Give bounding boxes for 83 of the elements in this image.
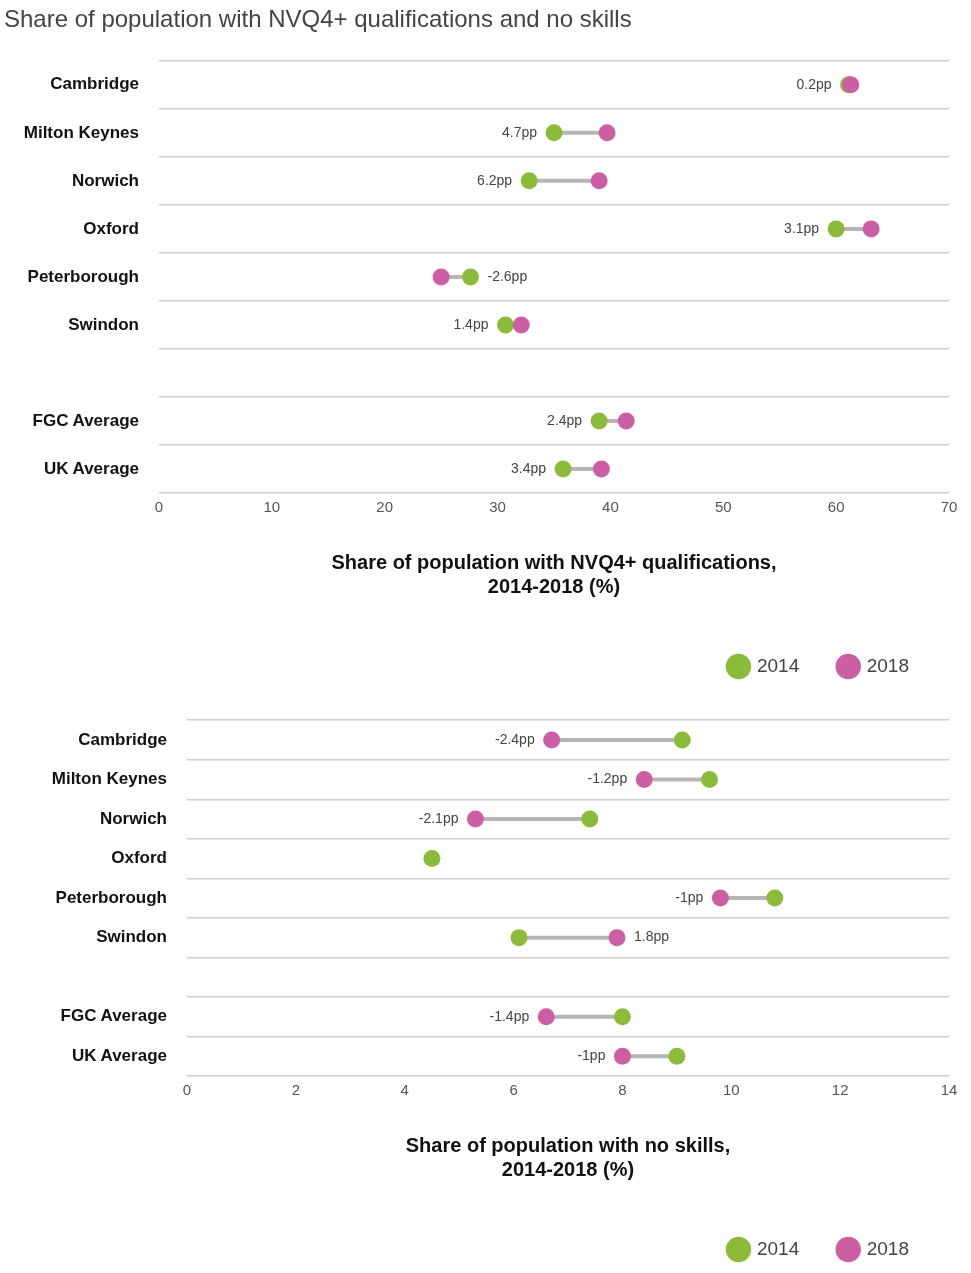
x-tick-label: 20: [376, 498, 394, 516]
annotation: 1.8pp: [633, 928, 670, 945]
point: [432, 268, 450, 286]
point: [461, 268, 479, 286]
y-tick-label: Swindon: [68, 314, 139, 334]
x-tick-label: 0: [182, 1081, 192, 1099]
x-axis-title: Share of population with NVQ4+ qualifications, 2014-2018 (%): [331, 550, 777, 597]
y-tick-label: Peterborough: [55, 887, 167, 907]
x-tick-label: 50: [714, 498, 732, 516]
legend-label: 2014: [756, 654, 800, 676]
x-tick-label: 2: [291, 1081, 301, 1099]
annotation: -1.4pp: [489, 1007, 530, 1024]
x-tick-label: 12: [831, 1081, 849, 1099]
point: [581, 810, 599, 828]
x-tick-label: 10: [722, 1081, 740, 1099]
point: [613, 1008, 631, 1026]
y-tick-label: Norwich: [71, 170, 139, 190]
x-tick-label: 8: [618, 1081, 627, 1099]
point: [635, 771, 653, 788]
point: [598, 124, 616, 142]
annotation: -1pp: [577, 1047, 606, 1064]
x-tick-label: 40: [602, 498, 619, 516]
y-tick-label: Milton Keynes: [23, 122, 139, 142]
point: [592, 460, 610, 478]
y-tick-label: Norwich: [99, 808, 167, 828]
point: [711, 889, 729, 907]
x-tick-label: 70: [940, 498, 958, 516]
point: [496, 316, 514, 334]
x-tick-label: 60: [827, 498, 845, 516]
point: [827, 220, 845, 238]
x-tick-label: 0: [154, 498, 164, 516]
y-tick-label: FGC Average: [60, 1006, 167, 1026]
y-tick-label: UK Average: [71, 1045, 167, 1065]
annotation: -1pp: [675, 888, 704, 905]
point: [423, 850, 441, 868]
annotation: 2.4pp: [547, 411, 583, 428]
x-tick-label: 10: [263, 498, 281, 516]
annotation: 1.4pp: [453, 315, 489, 332]
x-tick-label: 4: [400, 1081, 409, 1099]
point: [554, 460, 572, 478]
y-tick-label: Oxford: [111, 848, 167, 868]
legend-label: 2014: [756, 1237, 800, 1259]
point: [608, 929, 626, 947]
annotation: -2.4pp: [494, 730, 535, 747]
y-tick-label: FGC Average: [32, 410, 139, 430]
annotation: 4.7pp: [501, 123, 538, 140]
point: [673, 731, 691, 749]
y-tick-label: Milton Keynes: [51, 769, 167, 789]
x-tick-label: 6: [509, 1081, 518, 1099]
point: [543, 731, 561, 749]
point: [512, 316, 530, 334]
annotation: -2.1pp: [418, 809, 459, 826]
annotation: 3.1pp: [784, 219, 820, 236]
annotation: -1.2pp: [587, 770, 628, 787]
x-tick-label: 14: [940, 1081, 958, 1099]
point: [510, 929, 528, 947]
legend-label: 2018: [866, 1237, 910, 1259]
point: [520, 172, 538, 190]
x-axis-title: Share of population with no skills, 2014-2018 (%): [405, 1133, 731, 1180]
x-tick-label: 30: [489, 498, 506, 516]
annotation: 3.4pp: [510, 459, 547, 476]
point: [613, 1047, 631, 1065]
point: [862, 220, 880, 238]
y-tick-label: Cambridge: [78, 729, 167, 749]
point: [668, 1047, 686, 1065]
y-tick-label: UK Average: [43, 458, 139, 478]
point: [545, 124, 563, 142]
point: [701, 771, 719, 788]
y-tick-label: Oxford: [83, 218, 139, 238]
y-tick-label: Cambridge: [50, 74, 139, 94]
annotation: 6.2pp: [477, 171, 513, 188]
annotation: -2.6pp: [487, 267, 528, 284]
point: [590, 412, 608, 430]
point: [766, 889, 784, 907]
point: [590, 172, 608, 190]
annotation: 0.2pp: [796, 75, 832, 92]
point: [466, 810, 484, 828]
y-tick-label: Peterborough: [27, 266, 139, 286]
y-tick-label: Swindon: [96, 927, 167, 947]
legend-label: 2018: [866, 654, 910, 676]
point: [617, 412, 635, 430]
point: [537, 1008, 555, 1026]
chart-title: Share of population with NVQ4+ qualifications and no skills: [4, 5, 632, 33]
